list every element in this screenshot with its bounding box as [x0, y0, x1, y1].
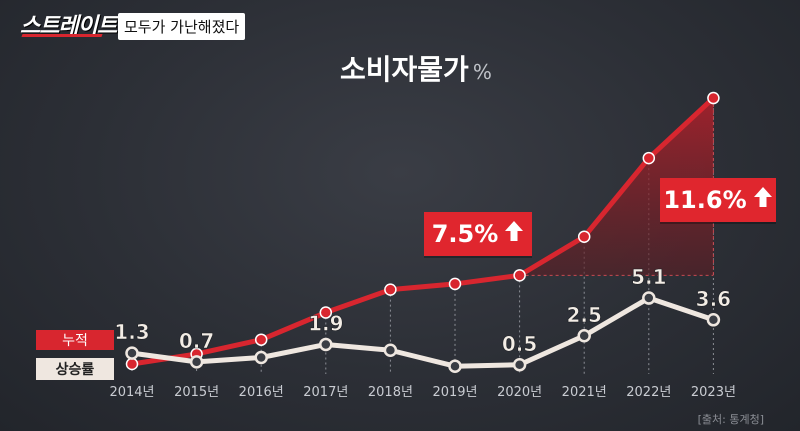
episode-subtitle: 모두가 가난해졌다 [118, 13, 246, 40]
rate-data-label: 1.3 [114, 320, 149, 344]
accumulated-area [519, 98, 714, 276]
callout-second-text: 11.6% [663, 186, 747, 214]
up-arrow-icon [504, 220, 524, 248]
x-tick-label: 2022년 [626, 385, 671, 400]
x-tick-label: 2020년 [497, 385, 542, 400]
callout-first: 7.5% [424, 212, 532, 256]
rate-data-label: 0.5 [502, 332, 537, 356]
rate-point [319, 337, 333, 352]
x-axis-ticks: 2014년 2015년 2016년 2017년 2018년 2019년 2020년 2021년… [109, 385, 735, 400]
rate-point [642, 291, 656, 305]
cumulative-point [125, 357, 139, 371]
rate-point [125, 346, 139, 360]
cumulative-point [642, 151, 656, 165]
callout-first-text: 7.5% [431, 220, 499, 248]
chart-title-unit: % [472, 60, 492, 84]
chart-title-text: 소비자물가 [340, 53, 469, 86]
x-tick-label: 2016년 [239, 385, 284, 400]
rate-point [706, 313, 721, 327]
rate-data-label: 2.5 [566, 303, 601, 327]
rate-data-label: 5.1 [631, 265, 666, 289]
rate-point [577, 329, 591, 343]
rate-data-label: 1.9 [308, 311, 343, 335]
data-labels: 1.3 0.7 1.9 0.5 2.5 5.1 3.6 [114, 265, 731, 356]
rate-series [125, 291, 721, 373]
x-tick-label: 2017년 [303, 385, 348, 400]
legend-cumulative: 누적 [36, 330, 114, 350]
x-tick-label: 2021년 [562, 385, 607, 400]
x-tick-label: 2019년 [432, 385, 477, 400]
x-tick-label: 2023년 [691, 385, 736, 400]
cumulative-point [577, 230, 591, 243]
cumulative-point [254, 333, 268, 346]
cumulative-point [707, 91, 720, 105]
up-arrow-icon [753, 186, 773, 214]
source-note: [출처: 통계청] [697, 413, 764, 426]
rate-data-label: 0.7 [179, 329, 214, 353]
accumulated-area-fill [519, 98, 714, 276]
rate-point [448, 359, 462, 373]
cumulative-point [513, 269, 526, 282]
rate-point [512, 358, 527, 372]
rate-line [129, 295, 716, 369]
x-tick-label: 2014년 [109, 385, 154, 400]
chart-title: 소비자물가% [340, 48, 492, 88]
rate-point [254, 350, 268, 365]
cumulative-series [125, 91, 720, 371]
callout-second: 11.6% [660, 178, 776, 222]
rate-data-label: 3.6 [696, 287, 731, 311]
cumulative-point [384, 283, 397, 296]
cumulative-point [448, 277, 462, 291]
legend-rate: 상승률 [36, 358, 114, 380]
rate-point [383, 343, 398, 357]
x-tick-label: 2015년 [174, 385, 219, 400]
rate-point [189, 355, 204, 369]
cumulative-point [319, 306, 333, 319]
x-tick-label: 2018년 [368, 385, 413, 400]
cumulative-line [129, 95, 716, 367]
